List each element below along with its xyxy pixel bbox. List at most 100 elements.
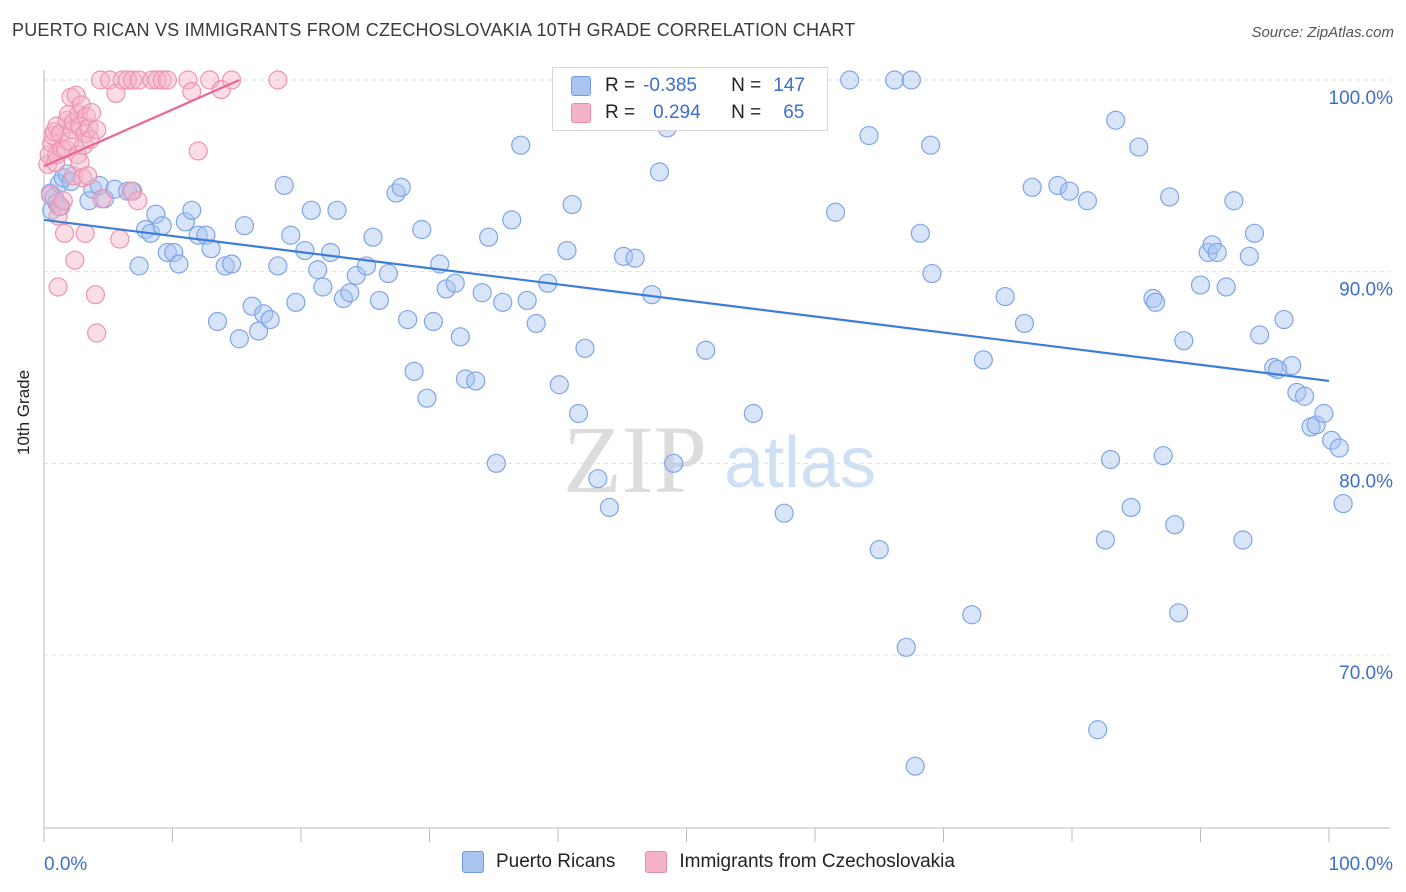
y-tick-label: 100.0% [1329,88,1394,109]
puerto-rican-point [1274,309,1294,330]
series-legend: Puerto Ricans Immigrants from Czechoslov… [462,851,985,873]
puerto-rican-point [1106,110,1126,130]
puerto-rican-point [649,162,670,182]
puerto-rican-point [308,260,328,280]
x-tick-label: 0.0% [44,854,87,875]
czechoslovakia-point [54,223,75,243]
puerto-rican-point [412,219,432,240]
puerto-rican-point [152,216,172,236]
czechoslovakia-point [117,70,138,90]
puerto-rican-point [445,273,465,293]
puerto-rican-point [313,277,333,297]
puerto-rican-point [466,371,486,391]
puerto-rican-point [286,292,306,312]
czechoslovakia-point [92,189,112,209]
puerto-rican-point [869,539,889,560]
puerto-rican-point [1048,175,1068,196]
correlation-legend: R = -0.385 N = 147 R = 0.294 N = 65 [552,67,828,131]
legend-row-puerto-ricans: R = -0.385 N = 147 [571,74,805,98]
puerto-rican-point [260,309,280,330]
czechoslovakia-point [178,70,198,90]
czechoslovakia-point [81,102,102,123]
legend-item-czechoslovakia: Immigrants from Czechoslovakia [645,851,955,873]
puerto-rican-point [450,327,470,347]
puerto-rican-point [486,453,506,473]
puerto-rican-point [320,242,341,263]
puerto-rican-point [1224,191,1244,211]
puerto-rican-point [1121,497,1141,518]
puerto-rican-point [696,340,716,360]
puerto-rican-point [229,329,249,349]
puerto-rican-point [502,210,522,230]
x-tick-labels: 0.0% 100.0% [44,854,1393,875]
puerto-rican-point [859,125,879,146]
puerto-rican-point [995,286,1015,307]
legend-n-label: N = [731,75,762,96]
puerto-rican-point [301,200,321,220]
legend-r-value: 0.294 [653,102,701,123]
puerto-rican-point [1160,187,1180,207]
czechoslovakia-point [78,166,98,186]
czechoslovakia-point [112,70,132,90]
puerto-rican-point [1174,331,1194,351]
puerto-rican-point [1329,438,1349,458]
puerto-rican-point [1282,355,1302,376]
puerto-rican-point [369,290,389,311]
puerto-rican-point [1321,430,1342,450]
legend-r-label: R = [605,75,636,96]
czechoslovakia-point [85,285,106,305]
puerto-rican-point [222,254,242,274]
puerto-rican-point [340,283,360,303]
czechoslovakia-point [142,70,162,90]
puerto-rican-point [1333,493,1353,514]
puerto-rican-point [175,212,195,232]
trend-lines [43,78,1330,383]
puerto-rican-point [207,311,228,332]
puerto-rican-point [885,70,905,90]
legend-swatch-pink [571,103,591,123]
puerto-rican-point [743,403,763,424]
puerto-rican-point [327,200,347,220]
puerto-rican-point [517,290,537,311]
y-tick-label: 80.0% [1339,471,1393,492]
czechoslovakia-point [110,229,130,249]
watermark-zip: ZIP [563,406,707,513]
puerto-rican-point [905,756,925,776]
legend-n-label: N = [731,102,762,123]
puerto-rican-point [511,135,531,155]
puerto-rican-point [386,183,406,203]
puerto-rican-point [129,256,149,276]
legend-swatch-blue [571,76,591,96]
puerto-rican-point [1314,403,1334,424]
puerto-rican-point [1244,223,1265,243]
watermark-atlas: atlas [724,423,876,503]
puerto-rican-point [493,292,513,312]
puerto-rican-point [921,135,941,155]
puerto-rican-point [625,248,645,268]
legend-row-czechoslovakia: R = 0.294 N = 65 [571,101,804,125]
puerto-rican-point [417,388,437,408]
puerto-rican-point [1239,246,1259,266]
puerto-rican-point [901,70,921,90]
puerto-rican-point [234,216,255,236]
puerto-rican-point [1022,177,1042,197]
puerto-rican-point [1014,313,1035,334]
y-tick-labels: 70.0% 80.0% 90.0% 100.0% [1329,88,1394,684]
czechoslovakia-point [71,95,91,115]
puerto-rican-point [1250,325,1270,345]
puerto-rican-point [391,177,411,197]
puerto-rican-point [562,194,582,215]
czechoslovakia-point [87,120,107,140]
puerto-rican-point [664,453,684,473]
puerto-rican-point [423,311,443,332]
czechoslovakia-point [75,223,95,243]
puerto-rican-point [146,204,166,224]
puerto-rican-point [1129,137,1149,157]
czechoslovakia-point [157,70,177,90]
puerto-rican-point [1294,386,1315,406]
czechoslovakia-point [66,85,86,105]
x-axis [43,70,1390,842]
legend-n-value: 65 [783,102,805,123]
puerto-rican-point [825,202,846,222]
